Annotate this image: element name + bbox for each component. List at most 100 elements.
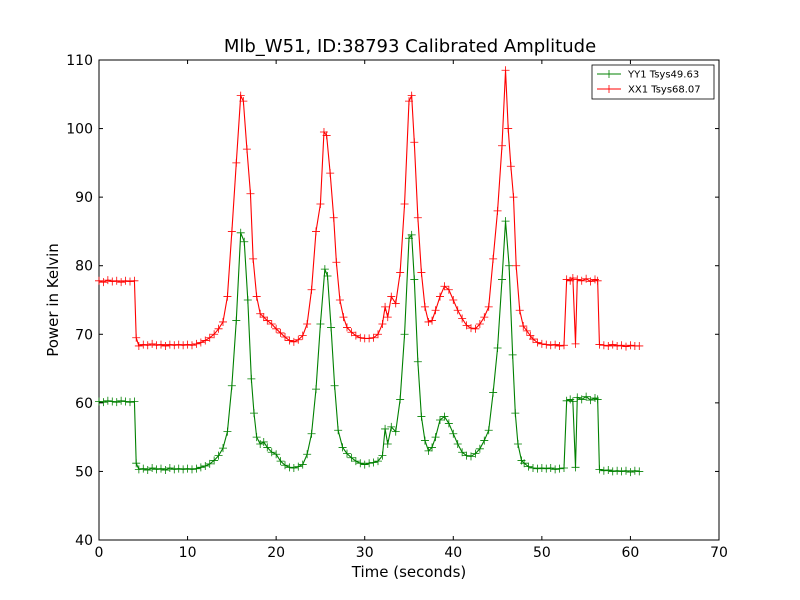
data-point xyxy=(126,277,134,286)
data-point xyxy=(335,296,344,304)
data-point xyxy=(626,468,635,477)
data-point xyxy=(613,341,622,350)
data-point xyxy=(143,466,152,475)
data-point xyxy=(387,292,396,301)
plot-frame xyxy=(98,59,720,541)
data-point xyxy=(201,461,210,470)
data-point xyxy=(281,461,289,470)
data-point xyxy=(227,381,236,390)
data-point xyxy=(604,341,613,350)
data-point xyxy=(139,340,148,349)
x-axis-ticks: 0 10 20 30 40 50 60 70 xyxy=(95,60,728,561)
data-point xyxy=(334,426,343,435)
legend-entry: XX1 Tsys68.07 xyxy=(597,85,701,96)
data-point xyxy=(444,285,453,294)
data-point xyxy=(577,276,586,285)
data-point xyxy=(493,344,502,352)
data-point xyxy=(369,333,378,342)
data-point xyxy=(391,299,400,308)
data-point xyxy=(103,276,112,285)
series-0 xyxy=(95,217,644,477)
data-point xyxy=(410,138,419,147)
data-point xyxy=(134,465,143,474)
data-point xyxy=(571,463,580,472)
data-point xyxy=(121,276,130,285)
data-point xyxy=(117,278,126,287)
data-point xyxy=(95,276,103,285)
data-point xyxy=(246,189,255,198)
data-point xyxy=(630,466,639,475)
data-point xyxy=(179,465,188,474)
x-tick-label: 70 xyxy=(710,545,728,561)
data-point xyxy=(571,339,580,348)
data-point xyxy=(475,320,484,328)
data-point xyxy=(95,397,103,406)
data-point xyxy=(546,464,555,472)
data-point xyxy=(440,282,449,291)
data-point xyxy=(383,313,392,322)
data-point xyxy=(242,145,251,154)
data-point xyxy=(374,330,382,339)
data-point xyxy=(316,200,325,208)
data-point xyxy=(205,459,214,468)
legend-entry: YY1 Tsys49.63 xyxy=(597,70,699,81)
data-point xyxy=(560,464,568,472)
data-point xyxy=(323,272,332,280)
data-point xyxy=(239,97,248,106)
data-point xyxy=(582,392,591,401)
data-point xyxy=(410,275,419,284)
data-point xyxy=(174,464,183,473)
data-point xyxy=(480,313,489,322)
data-point xyxy=(188,465,196,474)
data-point xyxy=(420,436,429,445)
data-point xyxy=(316,320,325,328)
data-point xyxy=(537,464,546,472)
data-point xyxy=(165,340,174,349)
data-point xyxy=(139,464,148,473)
data-point xyxy=(537,339,546,348)
data-point xyxy=(148,464,157,472)
data-point xyxy=(148,339,157,348)
data-point xyxy=(312,385,320,394)
x-tick-label: 10 xyxy=(179,545,197,561)
data-point xyxy=(484,302,493,311)
data-point xyxy=(243,296,252,304)
data-point xyxy=(405,97,413,106)
data-point xyxy=(475,444,484,453)
data-point xyxy=(132,333,141,342)
data-point xyxy=(236,228,245,237)
legend-marker xyxy=(605,85,613,93)
data-point xyxy=(272,450,281,459)
data-point xyxy=(329,213,338,222)
data-point xyxy=(511,409,520,418)
data-point xyxy=(400,330,409,339)
data-point xyxy=(252,292,261,301)
data-point xyxy=(183,464,192,473)
y-tick-label: 80 xyxy=(75,259,93,275)
data-point xyxy=(130,397,139,406)
data-point xyxy=(170,341,179,350)
data-point xyxy=(407,91,416,100)
data-point xyxy=(112,398,121,407)
data-point xyxy=(501,66,510,75)
x-tick-label: 20 xyxy=(267,545,285,561)
y-tick-label: 110 xyxy=(66,53,93,69)
data-point xyxy=(440,412,449,421)
data-point xyxy=(586,277,595,286)
data-point xyxy=(347,328,356,337)
data-point xyxy=(108,397,117,406)
data-point xyxy=(449,429,458,438)
y-axis-ticks: 40 50 60 70 80 90 100 110 xyxy=(66,53,719,549)
data-point xyxy=(192,464,201,473)
data-point xyxy=(515,306,524,315)
data-point xyxy=(281,333,289,342)
data-point xyxy=(513,440,522,448)
data-point xyxy=(285,463,294,472)
plot-area: 0 10 20 30 40 50 60 70 40 50 60 70 80 90 100 110 xyxy=(66,53,728,561)
data-point xyxy=(285,336,294,345)
legend-label: XX1 Tsys68.07 xyxy=(628,85,701,96)
data-point xyxy=(351,457,360,466)
data-point xyxy=(214,451,223,460)
data-point xyxy=(568,397,577,406)
data-point xyxy=(509,193,518,202)
